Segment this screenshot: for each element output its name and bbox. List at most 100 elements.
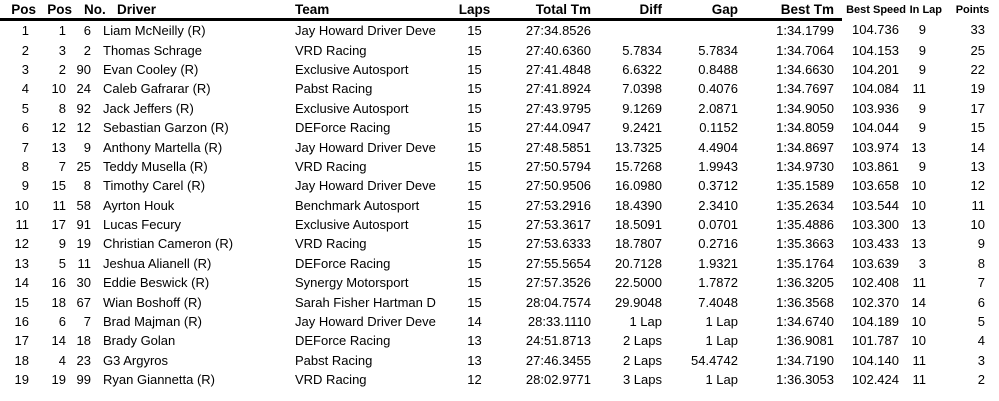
cell-total-time: 27:53.6333 — [525, 236, 591, 252]
cell-team: Pabst Racing — [295, 81, 373, 97]
cell-laps: 15 — [467, 275, 482, 291]
cell-best-speed: 104.084 — [852, 81, 899, 97]
cell-total-time: 27:46.3455 — [525, 352, 591, 368]
cell-points: 8 — [977, 255, 985, 271]
cell-laps: 15 — [467, 217, 482, 233]
cell-best-time: 1:34.6740 — [776, 314, 834, 330]
cell-diff: 15.7268 — [615, 158, 662, 174]
cell-start-pos: 5 — [58, 255, 66, 271]
cell-total-time: 27:53.3617 — [525, 217, 591, 233]
cell-driver: Caleb Gafrarar (R) — [103, 81, 211, 97]
cell-start-pos: 13 — [51, 139, 66, 155]
results-report: Pos Pos No. Driver Team Laps Total Tm Di… — [0, 0, 999, 388]
cell-start-pos: 6 — [58, 314, 66, 330]
table-header: Pos Pos No. Driver Team Laps Total Tm Di… — [0, 0, 999, 21]
cell-laps: 15 — [467, 61, 482, 77]
cell-diff: 18.5091 — [615, 217, 662, 233]
cell-car-number: 6 — [83, 23, 91, 39]
cell-driver: Evan Cooley (R) — [103, 61, 199, 77]
cell-total-time: 27:44.0947 — [525, 120, 591, 136]
cell-points: 13 — [970, 158, 985, 174]
cell-total-time: 27:50.5794 — [525, 158, 591, 174]
cell-pos: 15 — [14, 294, 29, 310]
cell-total-time: 27:55.5654 — [525, 255, 591, 271]
cell-driver: Christian Cameron (R) — [103, 236, 234, 252]
cell-laps: 15 — [467, 236, 482, 252]
cell-diff: 20.7128 — [615, 255, 662, 271]
cell-points: 7 — [977, 275, 985, 291]
cell-car-number: 7 — [83, 314, 91, 330]
cell-best-time: 1:34.7697 — [776, 81, 834, 97]
cell-car-number: 91 — [76, 217, 91, 233]
cell-start-pos: 16 — [51, 275, 66, 291]
col-header-best-time: Best Tm — [746, 0, 842, 21]
cell-team: DEForce Racing — [295, 255, 391, 271]
cell-in-lap: 9 — [918, 158, 926, 174]
cell-start-pos: 1 — [58, 23, 66, 39]
col-header-driver: Driver — [99, 0, 293, 21]
cell-start-pos: 7 — [58, 158, 66, 174]
cell-best-speed: 102.408 — [852, 275, 899, 291]
table-row: 4 10 24 Caleb Gafrarar (R) Pabst Racing … — [0, 79, 999, 98]
cell-in-lap: 9 — [918, 100, 926, 116]
cell-best-time: 1:36.3053 — [776, 372, 834, 388]
cell-best-time: 1:34.8697 — [776, 139, 834, 155]
cell-points: 33 — [970, 22, 985, 38]
cell-driver: Lucas Fecury — [103, 217, 182, 233]
cell-in-lap: 14 — [911, 294, 926, 310]
cell-car-number: 25 — [76, 158, 91, 174]
cell-driver: Ryan Giannetta (R) — [103, 372, 215, 388]
cell-gap: 1.9943 — [698, 158, 738, 174]
cell-laps: 15 — [467, 42, 482, 58]
cell-gap: 1.7872 — [698, 275, 738, 291]
cell-best-speed: 103.658 — [852, 178, 899, 194]
cell-driver: Brady Golan — [103, 333, 176, 349]
cell-start-pos: 3 — [58, 42, 66, 58]
cell-pos: 17 — [14, 333, 29, 349]
col-header-total-time: Total Tm — [497, 0, 600, 21]
table-row: 18 4 23 G3 Argyros Pabst Racing 13 27:46… — [0, 351, 999, 370]
cell-pos: 8 — [21, 158, 29, 174]
cell-best-speed: 103.433 — [852, 236, 899, 252]
cell-car-number: 19 — [76, 236, 91, 252]
cell-diff: 5.7834 — [622, 42, 662, 58]
cell-best-speed: 103.861 — [852, 158, 899, 174]
cell-car-number: 90 — [76, 61, 91, 77]
table-row: 13 5 11 Jeshua Alianell (R) DEForce Raci… — [0, 254, 999, 273]
cell-in-lap: 9 — [918, 22, 926, 38]
cell-car-number: 23 — [76, 352, 91, 368]
cell-points: 25 — [970, 42, 985, 58]
col-header-diff: Diff — [600, 0, 670, 21]
table-row: 12 9 19 Christian Cameron (R) VRD Racing… — [0, 234, 999, 253]
cell-gap: 54.4742 — [691, 352, 738, 368]
cell-laps: 15 — [467, 158, 482, 174]
cell-pos: 14 — [14, 275, 29, 291]
cell-laps: 15 — [467, 81, 482, 97]
cell-gap: 1.9321 — [698, 255, 738, 271]
cell-car-number: 8 — [83, 178, 91, 194]
cell-best-time: 1:36.3568 — [776, 294, 834, 310]
cell-total-time: 27:41.4848 — [525, 61, 591, 77]
cell-best-time: 1:36.3205 — [776, 275, 834, 291]
cell-team: Jay Howard Driver Deve — [295, 178, 436, 194]
cell-points: 9 — [977, 236, 985, 252]
cell-pos: 12 — [14, 236, 29, 252]
col-header-team: Team — [293, 0, 452, 21]
cell-pos: 6 — [21, 120, 29, 136]
results-table: Pos Pos No. Driver Team Laps Total Tm Di… — [0, 0, 999, 388]
table-row: 14 16 30 Eddie Beswick (R) Synergy Motor… — [0, 273, 999, 292]
cell-in-lap: 11 — [912, 372, 927, 388]
cell-team: Jay Howard Driver Deve — [295, 314, 436, 330]
cell-pos: 2 — [21, 42, 29, 58]
cell-laps: 13 — [467, 352, 482, 368]
cell-diff: 7.0398 — [622, 81, 662, 97]
cell-in-lap: 11 — [912, 275, 927, 291]
cell-best-speed: 103.300 — [852, 217, 899, 233]
cell-diff: 16.0980 — [615, 178, 662, 194]
cell-best-speed: 102.370 — [852, 294, 899, 310]
cell-team: Benchmark Autosport — [295, 197, 420, 213]
cell-gap: 0.8488 — [698, 61, 738, 77]
cell-gap — [670, 20, 746, 41]
cell-in-lap: 10 — [911, 178, 926, 194]
cell-diff: 18.7807 — [615, 236, 662, 252]
